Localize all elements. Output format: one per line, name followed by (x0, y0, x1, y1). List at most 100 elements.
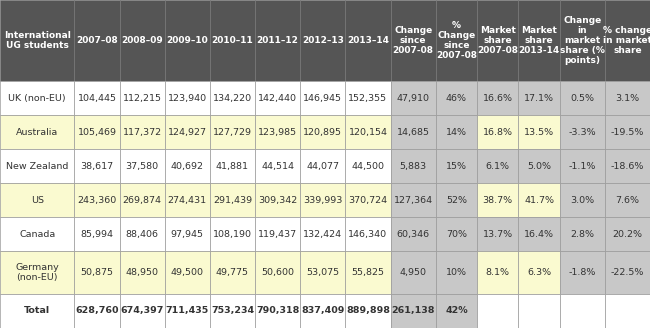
FancyBboxPatch shape (391, 252, 436, 294)
Text: 112,215: 112,215 (123, 94, 162, 103)
Text: 40,692: 40,692 (171, 162, 204, 171)
FancyBboxPatch shape (0, 252, 74, 294)
Text: 41,881: 41,881 (216, 162, 249, 171)
FancyBboxPatch shape (210, 217, 255, 252)
FancyBboxPatch shape (605, 115, 650, 149)
Text: Total: Total (24, 306, 50, 316)
FancyBboxPatch shape (605, 252, 650, 294)
Text: Market
share
2013-14: Market share 2013-14 (519, 26, 560, 55)
FancyBboxPatch shape (436, 183, 477, 217)
FancyBboxPatch shape (300, 115, 345, 149)
Text: 127,364: 127,364 (393, 196, 433, 205)
Text: 47,910: 47,910 (396, 94, 430, 103)
FancyBboxPatch shape (477, 217, 518, 252)
Text: 711,435: 711,435 (166, 306, 209, 316)
Text: 105,469: 105,469 (77, 128, 116, 137)
Text: 243,360: 243,360 (77, 196, 116, 205)
FancyBboxPatch shape (210, 252, 255, 294)
FancyBboxPatch shape (255, 0, 300, 81)
FancyBboxPatch shape (518, 183, 560, 217)
Text: 753,234: 753,234 (211, 306, 254, 316)
FancyBboxPatch shape (560, 183, 605, 217)
Text: Change
in
market
share (%
points): Change in market share (% points) (560, 16, 604, 65)
FancyBboxPatch shape (605, 0, 650, 81)
Text: 6.3%: 6.3% (527, 268, 551, 277)
FancyBboxPatch shape (391, 149, 436, 183)
Text: 85,994: 85,994 (81, 230, 114, 239)
FancyBboxPatch shape (391, 0, 436, 81)
FancyBboxPatch shape (120, 81, 164, 115)
Text: 16.6%: 16.6% (483, 94, 513, 103)
FancyBboxPatch shape (605, 294, 650, 328)
FancyBboxPatch shape (164, 149, 210, 183)
FancyBboxPatch shape (300, 294, 345, 328)
Text: 142,440: 142,440 (258, 94, 297, 103)
FancyBboxPatch shape (210, 294, 255, 328)
Text: 127,729: 127,729 (213, 128, 252, 137)
Text: 16.8%: 16.8% (483, 128, 513, 137)
Text: -18.6%: -18.6% (611, 162, 644, 171)
FancyBboxPatch shape (345, 115, 391, 149)
FancyBboxPatch shape (436, 115, 477, 149)
FancyBboxPatch shape (518, 115, 560, 149)
Text: 146,945: 146,945 (304, 94, 343, 103)
FancyBboxPatch shape (436, 294, 477, 328)
FancyBboxPatch shape (0, 81, 74, 115)
FancyBboxPatch shape (210, 149, 255, 183)
FancyBboxPatch shape (0, 149, 74, 183)
FancyBboxPatch shape (560, 115, 605, 149)
Text: 261,138: 261,138 (391, 306, 435, 316)
FancyBboxPatch shape (345, 294, 391, 328)
Text: 7.6%: 7.6% (616, 196, 640, 205)
Text: 291,439: 291,439 (213, 196, 252, 205)
Text: 790,318: 790,318 (256, 306, 299, 316)
Text: 628,760: 628,760 (75, 306, 119, 316)
Text: 2011–12: 2011–12 (257, 36, 298, 45)
FancyBboxPatch shape (0, 294, 74, 328)
FancyBboxPatch shape (477, 183, 518, 217)
FancyBboxPatch shape (300, 81, 345, 115)
FancyBboxPatch shape (518, 149, 560, 183)
Text: 4,950: 4,950 (400, 268, 426, 277)
Text: 120,895: 120,895 (304, 128, 343, 137)
FancyBboxPatch shape (164, 115, 210, 149)
FancyBboxPatch shape (560, 217, 605, 252)
Text: 2009–10: 2009–10 (166, 36, 208, 45)
FancyBboxPatch shape (0, 0, 74, 81)
Text: 117,372: 117,372 (123, 128, 162, 137)
Text: 49,775: 49,775 (216, 268, 249, 277)
Text: 119,437: 119,437 (258, 230, 297, 239)
FancyBboxPatch shape (605, 149, 650, 183)
Text: 10%: 10% (446, 268, 467, 277)
Text: 50,875: 50,875 (81, 268, 114, 277)
Text: 146,340: 146,340 (348, 230, 387, 239)
FancyBboxPatch shape (560, 294, 605, 328)
FancyBboxPatch shape (74, 0, 120, 81)
FancyBboxPatch shape (518, 252, 560, 294)
Text: 48,950: 48,950 (125, 268, 159, 277)
FancyBboxPatch shape (345, 81, 391, 115)
FancyBboxPatch shape (255, 217, 300, 252)
FancyBboxPatch shape (120, 294, 164, 328)
Text: 2010–11: 2010–11 (212, 36, 254, 45)
FancyBboxPatch shape (164, 294, 210, 328)
Text: 38.7%: 38.7% (483, 196, 513, 205)
FancyBboxPatch shape (210, 0, 255, 81)
Text: US: US (31, 196, 44, 205)
FancyBboxPatch shape (391, 81, 436, 115)
FancyBboxPatch shape (164, 0, 210, 81)
Text: 152,355: 152,355 (348, 94, 387, 103)
FancyBboxPatch shape (164, 217, 210, 252)
Text: 3.0%: 3.0% (570, 196, 594, 205)
FancyBboxPatch shape (477, 0, 518, 81)
Text: %
Change
since
2007-08: % Change since 2007-08 (436, 21, 477, 60)
Text: 15%: 15% (446, 162, 467, 171)
FancyBboxPatch shape (391, 183, 436, 217)
FancyBboxPatch shape (477, 115, 518, 149)
FancyBboxPatch shape (164, 183, 210, 217)
FancyBboxPatch shape (436, 149, 477, 183)
Text: 55,825: 55,825 (352, 268, 384, 277)
FancyBboxPatch shape (345, 252, 391, 294)
Text: 44,077: 44,077 (306, 162, 339, 171)
Text: New Zealand: New Zealand (6, 162, 68, 171)
